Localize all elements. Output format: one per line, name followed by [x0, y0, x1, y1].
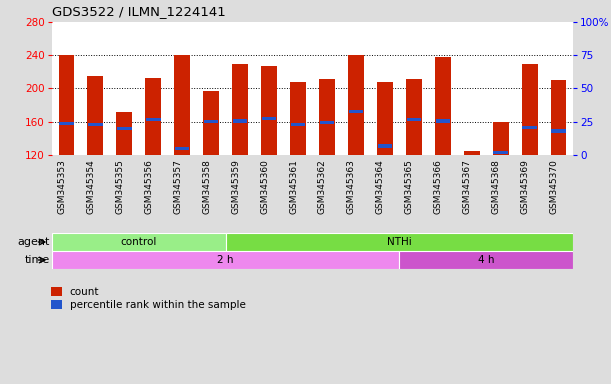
Bar	[494, 151, 508, 154]
Text: GSM345361: GSM345361	[289, 159, 298, 214]
Text: 2 h: 2 h	[218, 255, 234, 265]
Text: GSM345367: GSM345367	[463, 159, 472, 214]
Bar	[348, 55, 364, 155]
Text: GSM345359: GSM345359	[231, 159, 240, 214]
Text: GSM345363: GSM345363	[347, 159, 356, 214]
Bar	[87, 76, 103, 155]
Text: GSM345354: GSM345354	[86, 159, 95, 214]
Bar	[406, 118, 421, 121]
Bar	[522, 64, 538, 155]
Bar	[522, 126, 537, 129]
Bar	[145, 78, 161, 155]
Text: GSM345356: GSM345356	[144, 159, 153, 214]
Text: GSM345370: GSM345370	[549, 159, 558, 214]
Bar	[319, 78, 335, 155]
Bar	[290, 82, 306, 155]
Text: GSM345358: GSM345358	[202, 159, 211, 214]
Bar	[52, 233, 225, 251]
Text: GSM345365: GSM345365	[405, 159, 414, 214]
Text: GSM345368: GSM345368	[492, 159, 500, 214]
Bar	[52, 252, 400, 269]
Bar	[261, 66, 277, 155]
Legend: count, percentile rank within the sample: count, percentile rank within the sample	[51, 287, 246, 310]
Bar	[88, 122, 103, 126]
Bar	[378, 144, 392, 147]
Bar	[225, 233, 573, 251]
Text: GDS3522 / ILMN_1224141: GDS3522 / ILMN_1224141	[52, 5, 225, 18]
Bar	[291, 122, 306, 126]
Bar	[406, 78, 422, 155]
Bar	[377, 82, 393, 155]
Bar	[117, 112, 133, 155]
Bar	[203, 91, 219, 155]
Text: GSM345355: GSM345355	[115, 159, 125, 214]
Bar	[146, 118, 161, 121]
Text: GSM345366: GSM345366	[434, 159, 443, 214]
Text: GSM345353: GSM345353	[57, 159, 67, 214]
Bar	[349, 110, 363, 113]
Bar	[117, 127, 131, 130]
Bar	[551, 129, 566, 132]
Bar	[435, 57, 451, 155]
Bar	[175, 147, 189, 150]
Bar	[232, 64, 248, 155]
Bar	[436, 119, 450, 122]
Bar	[320, 121, 334, 124]
Text: GSM345362: GSM345362	[318, 159, 327, 214]
Text: time: time	[25, 255, 50, 265]
Bar	[204, 120, 218, 123]
Bar	[59, 122, 74, 125]
Bar	[464, 155, 479, 158]
Text: 4 h: 4 h	[478, 255, 494, 265]
Text: GSM345357: GSM345357	[174, 159, 182, 214]
Bar	[492, 122, 508, 155]
Text: control: control	[120, 237, 157, 247]
Bar	[233, 119, 247, 122]
Text: agent: agent	[18, 237, 50, 247]
Bar	[400, 252, 573, 269]
Text: GSM345369: GSM345369	[521, 159, 530, 214]
Text: NTHi: NTHi	[387, 237, 412, 247]
Text: GSM345360: GSM345360	[260, 159, 269, 214]
Bar	[262, 117, 276, 120]
Bar	[174, 55, 190, 155]
Text: GSM345364: GSM345364	[376, 159, 385, 214]
Bar	[464, 151, 480, 155]
Bar	[59, 55, 75, 155]
Bar	[551, 80, 566, 155]
